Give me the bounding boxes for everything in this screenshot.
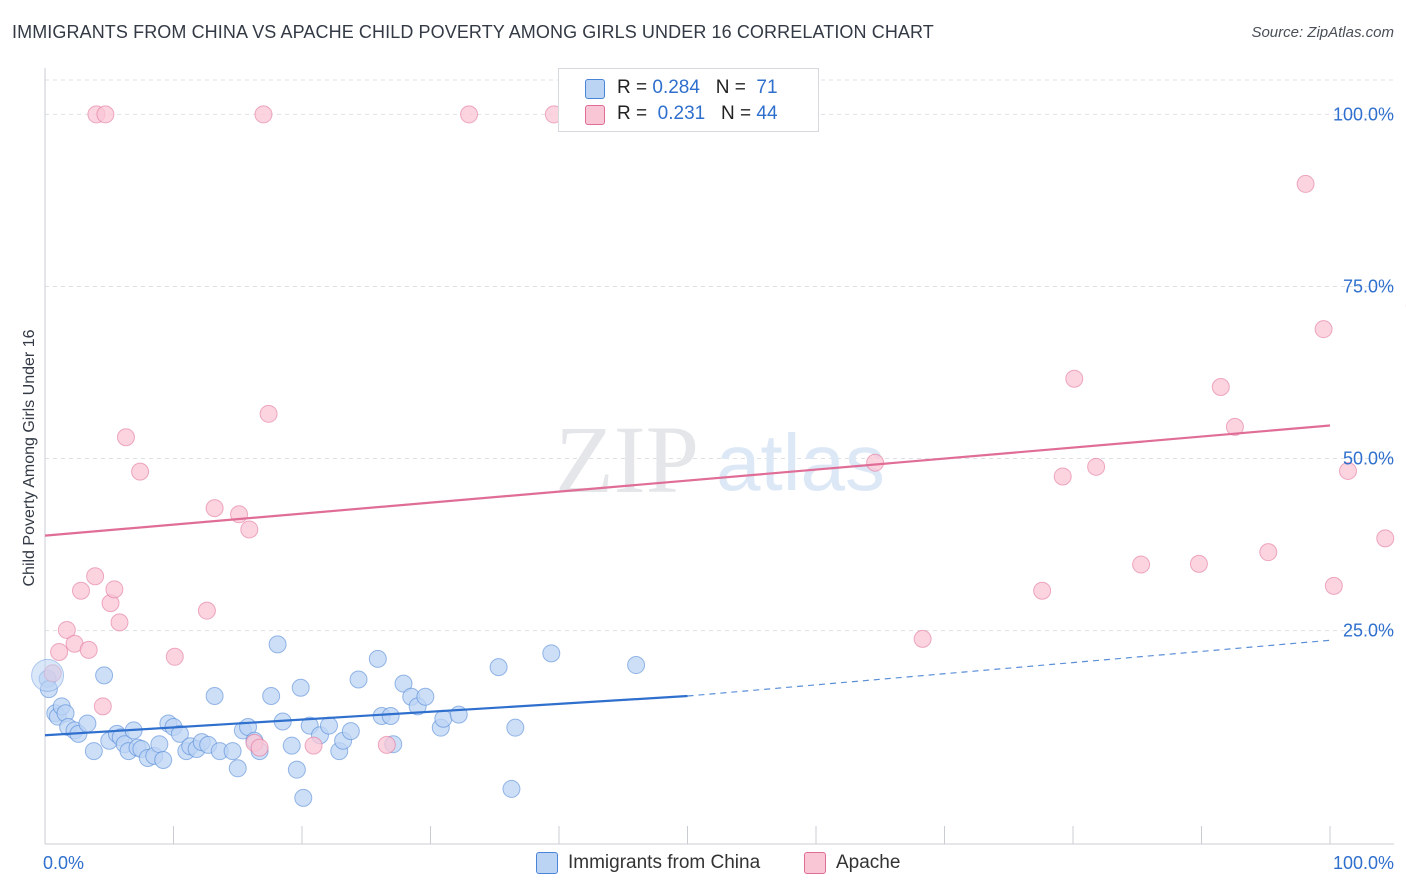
stats-legend: R = 0.284 N = 71 R = 0.231 N = 44 <box>558 68 819 132</box>
apache-point <box>254 105 273 124</box>
axes <box>44 68 1394 845</box>
china-point <box>381 706 400 725</box>
apache-point <box>1132 555 1151 574</box>
china-point <box>341 722 360 741</box>
china-point <box>349 670 368 689</box>
china-point <box>502 779 521 798</box>
apache-point <box>86 567 105 586</box>
china-cluster-point <box>31 658 65 692</box>
apache-point <box>913 629 932 648</box>
x-tick-label-left: 0.0% <box>43 853 84 873</box>
china-point <box>78 714 97 733</box>
legend-n-china: 71 <box>756 77 778 98</box>
y-tick-label: 50.0% <box>1343 449 1394 469</box>
china-point <box>154 751 173 770</box>
china-point <box>627 656 646 675</box>
apache-point <box>240 520 259 539</box>
china-point <box>205 687 224 706</box>
china-point <box>294 788 313 807</box>
source-label: Source: ZipAtlas.com <box>1251 24 1394 41</box>
x-tick-label-right: 100.0% <box>1333 853 1394 873</box>
bottom-label-china: Immigrants from China <box>568 852 761 873</box>
china-trend-line <box>44 694 688 737</box>
apache-point <box>1065 369 1084 388</box>
china-point <box>282 736 301 755</box>
apache-trend-line <box>44 424 1331 537</box>
apache-point <box>197 601 216 620</box>
apache-point <box>96 105 115 124</box>
apache-point <box>1376 529 1395 548</box>
apache-point <box>1314 320 1333 339</box>
bottom-swatch-china <box>536 852 558 874</box>
legend-swatch-apache <box>585 105 605 125</box>
chart-title: IMMIGRANTS FROM CHINA VS APACHE CHILD PO… <box>12 22 934 42</box>
apache-point <box>866 453 885 472</box>
legend-stats-apache: R = 0.231 N = 44 <box>617 103 778 124</box>
y-tick-label: 25.0% <box>1343 621 1394 641</box>
china-point <box>150 735 169 754</box>
y-tick-label: 75.0% <box>1343 276 1394 296</box>
trend-lines <box>44 424 1331 737</box>
china-point <box>268 635 287 654</box>
tick-labels: 100.0% 75.0% 50.0% 25.0% 0.0% 100.0% <box>43 104 1394 873</box>
apache-point <box>165 647 184 666</box>
apache-point <box>1033 581 1052 600</box>
china-point <box>84 742 103 761</box>
apache-point <box>105 580 124 599</box>
china-point <box>434 709 453 728</box>
watermark: ZIP atlas <box>555 406 885 513</box>
china-point <box>228 759 247 778</box>
china-point <box>95 666 114 685</box>
apache-point <box>460 105 479 124</box>
apache-point <box>1324 576 1343 595</box>
legend-r-apache: 0.231 <box>657 103 706 124</box>
legend-r-china: 0.284 <box>652 77 700 98</box>
watermark-zip: ZIP <box>555 406 699 513</box>
legend-swatch-china <box>585 79 605 99</box>
apache-point <box>1296 174 1315 193</box>
apache-point <box>377 735 396 754</box>
apache-point <box>1189 554 1208 573</box>
china-point <box>416 687 435 706</box>
apache-point <box>304 736 323 755</box>
bottom-swatch-apache <box>804 852 826 874</box>
china-point <box>506 718 525 737</box>
apache-point <box>250 738 269 757</box>
apache-point <box>259 404 278 423</box>
china-point <box>319 716 338 735</box>
apache-point <box>1087 457 1106 476</box>
apache-point <box>205 499 224 518</box>
apache-point <box>1225 417 1244 436</box>
china-point <box>489 658 508 677</box>
apache-point <box>110 613 129 632</box>
china-point <box>287 760 306 779</box>
apache-point <box>131 462 150 481</box>
apache-point <box>1259 543 1278 562</box>
apache-point <box>116 428 135 447</box>
bottom-label-apache: Apache <box>836 852 901 873</box>
legend-n-apache: 44 <box>756 103 778 124</box>
china-point <box>223 742 242 761</box>
apache-point <box>57 620 76 639</box>
china-point <box>368 649 387 668</box>
apache-point <box>71 581 90 600</box>
apache-point <box>93 697 112 716</box>
legend-stats-china: R = 0.284 N = 71 <box>617 77 778 98</box>
gridlines <box>45 79 1394 632</box>
apache-point <box>79 640 98 659</box>
china-point <box>262 687 281 706</box>
apache-point <box>1211 377 1230 396</box>
apache-point <box>1338 461 1357 480</box>
apache-point <box>50 642 69 661</box>
china-trend-line-projection <box>687 639 1331 697</box>
china-point <box>170 724 189 743</box>
y-axis-label: Child Poverty Among Girls Under 16 <box>21 329 38 586</box>
watermark-atlas: atlas <box>716 418 885 507</box>
apache-point <box>1053 467 1072 486</box>
china-point <box>542 644 561 663</box>
china-point <box>291 678 310 697</box>
y-tick-label: 100.0% <box>1333 104 1394 124</box>
